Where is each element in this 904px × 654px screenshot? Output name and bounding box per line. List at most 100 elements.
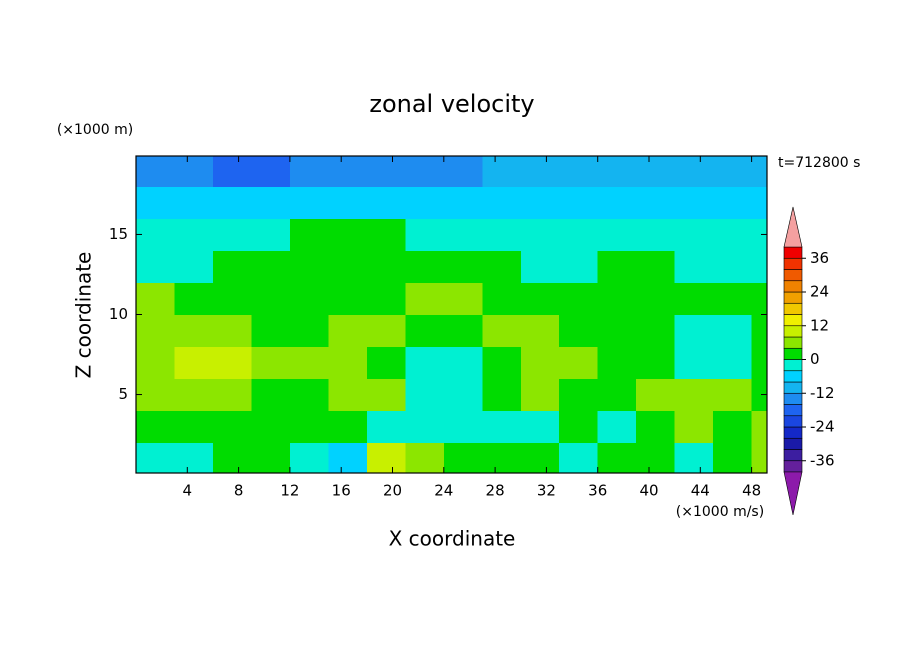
colorbar-box: [783, 280, 803, 293]
contour-cell: [251, 156, 291, 188]
contour-cell: [405, 378, 445, 412]
contour-cell: [713, 250, 753, 284]
contour-cell: [212, 442, 253, 473]
contour-cell: [751, 346, 767, 380]
colorbar-extend-low: [783, 471, 803, 516]
colorbar-tick-label: 36: [810, 249, 829, 267]
contour-cell: [482, 346, 522, 380]
contour-cell: [366, 378, 406, 412]
contour-cell: [482, 218, 522, 252]
contour-cell: [174, 186, 214, 220]
contour-cell: [366, 346, 406, 380]
x-tick-label: 4: [183, 482, 193, 500]
contour-cell: [443, 218, 483, 252]
contour-cell: [328, 346, 368, 380]
contour-cell: [443, 378, 483, 412]
contour-cell: [482, 442, 522, 473]
contour-cell: [482, 378, 522, 412]
contour-cell: [559, 156, 599, 188]
contour-cell: [559, 186, 599, 220]
contour-cell: [559, 346, 599, 380]
contour-cell: [136, 346, 176, 380]
contour-cell: [212, 282, 253, 316]
contour-cell: [520, 218, 560, 252]
contour-cell: [751, 314, 767, 348]
contour-cell: [174, 346, 214, 380]
contour-cell: [482, 314, 522, 348]
contour-cell: [597, 218, 637, 252]
contour-cell: [674, 410, 714, 444]
contour-cell: [328, 442, 368, 473]
contour-cell: [174, 314, 214, 348]
colorbar-box: [783, 359, 803, 372]
contour-cell: [713, 442, 753, 473]
contour-cell: [212, 218, 253, 252]
contour-cell: [751, 250, 767, 284]
colorbar-box: [783, 381, 803, 394]
contour-cell: [328, 156, 368, 188]
contour-cell: [405, 250, 445, 284]
contour-cell: [174, 156, 214, 188]
contour-cell: [366, 314, 406, 348]
colorbar-tick-label: -24: [810, 418, 835, 436]
x-tick-label: 36: [588, 482, 607, 500]
contour-cell: [597, 314, 637, 348]
colorbar: -36 -24 -12 0 12 24 36: [783, 206, 835, 516]
contour-cell: [597, 282, 637, 316]
y-unit-label: (×1000 m): [57, 122, 133, 138]
contour-cell: [174, 250, 214, 284]
contour-cell: [559, 378, 599, 412]
contour-cell: [289, 346, 329, 380]
contour-cell: [559, 218, 599, 252]
contour-cell: [482, 282, 522, 316]
contour-cell: [289, 250, 329, 284]
contour-cell: [713, 156, 753, 188]
colorbar-extend-high: [783, 206, 803, 248]
contour-cell: [366, 156, 406, 188]
contour-cell: [713, 346, 753, 380]
contour-cell: [405, 156, 445, 188]
contour-cell: [136, 314, 176, 348]
colorbar-box: [783, 269, 803, 282]
contour-cell: [597, 156, 637, 188]
contour-cell: [212, 156, 253, 188]
contour-cell: [443, 442, 483, 473]
contour-cell: [713, 314, 753, 348]
contour-cell: [289, 314, 329, 348]
contour-field: [136, 156, 767, 473]
x-tick-label: 16: [332, 482, 351, 500]
contour-cell: [674, 314, 714, 348]
colorbar-box: [783, 314, 803, 327]
contour-cell: [251, 250, 291, 284]
contour-cell: [328, 250, 368, 284]
contour-cell: [636, 218, 676, 252]
contour-cell: [366, 410, 406, 444]
contour-cell: [597, 442, 637, 473]
x-tick-label: 32: [537, 482, 556, 500]
contour-cell: [405, 186, 445, 220]
contour-cell: [136, 250, 176, 284]
colorbar-box: [783, 437, 803, 450]
contour-cell: [174, 282, 214, 316]
contour-cell: [674, 282, 714, 316]
contour-cell: [174, 218, 214, 252]
contour-cell: [597, 250, 637, 284]
contour-cell: [751, 282, 767, 316]
contour-cell: [289, 218, 329, 252]
x-tick-label: 12: [280, 482, 299, 500]
contour-cell: [559, 314, 599, 348]
colorbar-box: [783, 449, 803, 462]
contour-cell: [366, 250, 406, 284]
contour-cell: [366, 186, 406, 220]
contour-cell: [405, 442, 445, 473]
contour-cell: [636, 442, 676, 473]
time-label: t=712800 s: [778, 155, 860, 171]
contour-cell: [751, 218, 767, 252]
contour-cell: [405, 410, 445, 444]
contour-cell: [251, 314, 291, 348]
contour-cell: [289, 282, 329, 316]
contour-cell: [559, 410, 599, 444]
contour-cell: [482, 250, 522, 284]
contour-cell: [674, 346, 714, 380]
contour-cell: [251, 410, 291, 444]
